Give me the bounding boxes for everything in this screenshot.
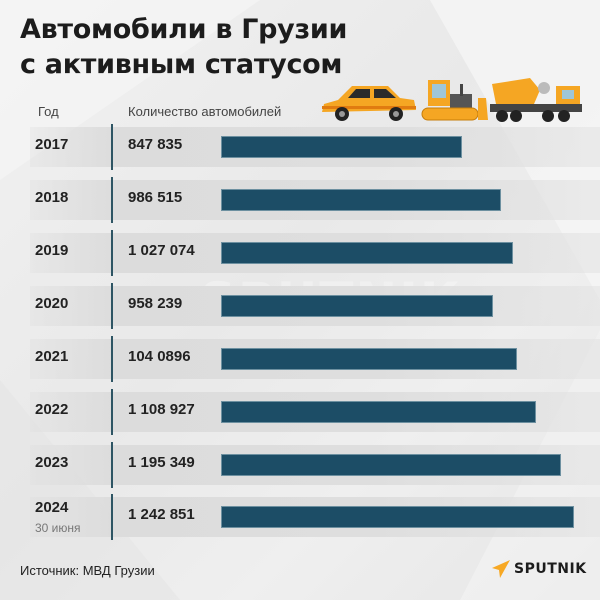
source-note: Источник: МВД Грузии (20, 563, 155, 578)
bar (221, 242, 513, 264)
value-label: 104 0896 (128, 348, 191, 365)
table-row: 2023 1 195 349 (30, 442, 600, 488)
bar (221, 295, 493, 317)
bar (221, 189, 501, 211)
table-row: 2019 1 027 074 (30, 230, 600, 276)
value-label: 1 242 851 (128, 506, 195, 523)
car-icon (322, 86, 416, 121)
row-divider (111, 442, 113, 488)
title-line-2: с активным статусом (20, 49, 343, 80)
year-label: 2023 (35, 454, 69, 471)
value-label: 847 835 (128, 136, 183, 153)
title-line-1: Автомобили в Грузии (20, 14, 348, 45)
year-sublabel: 30 июня (35, 521, 81, 535)
value-label: 1 108 927 (128, 401, 195, 418)
year-label: 2021 (35, 348, 69, 365)
table-row: 2024 30 июня 1 242 851 (30, 494, 600, 540)
value-label: 958 239 (128, 295, 183, 312)
bar (221, 136, 462, 158)
value-label: 1 027 074 (128, 242, 195, 259)
year-label: 2018 (35, 189, 69, 206)
header-count: Количество автомобилей (128, 104, 282, 119)
value-label: 1 195 349 (128, 454, 195, 471)
sputnik-logo: SPUTNIK (492, 560, 587, 578)
vehicles-illustration (322, 78, 582, 122)
concrete-mixer-icon (490, 78, 582, 122)
bulldozer-icon (421, 80, 488, 121)
header-year: Год (38, 104, 59, 119)
value-label: 986 515 (128, 189, 183, 206)
year-label: 2022 (35, 401, 69, 418)
row-divider (111, 494, 113, 540)
bar (221, 506, 574, 528)
year-label: 2019 (35, 242, 69, 259)
row-divider (111, 177, 113, 223)
year-label: 2017 (35, 136, 69, 153)
page-title: Автомобили в Грузии с активным статусом (20, 12, 347, 82)
row-divider (111, 389, 113, 435)
table-row: 2017 847 835 (30, 124, 600, 170)
year-label: 2020 (35, 295, 69, 312)
logo-text: SPUTNIK (514, 561, 587, 577)
row-divider (111, 283, 113, 329)
row-divider (111, 336, 113, 382)
year-label: 2024 (35, 499, 69, 516)
row-divider (111, 230, 113, 276)
table-row: 2020 958 239 (30, 283, 600, 329)
bar (221, 348, 517, 370)
bar (221, 401, 536, 423)
bar (221, 454, 561, 476)
row-divider (111, 124, 113, 170)
sputnik-arrow-icon (492, 560, 510, 578)
table-row: 2021 104 0896 (30, 336, 600, 382)
table-row: 2018 986 515 (30, 177, 600, 223)
table-row: 2022 1 108 927 (30, 389, 600, 435)
